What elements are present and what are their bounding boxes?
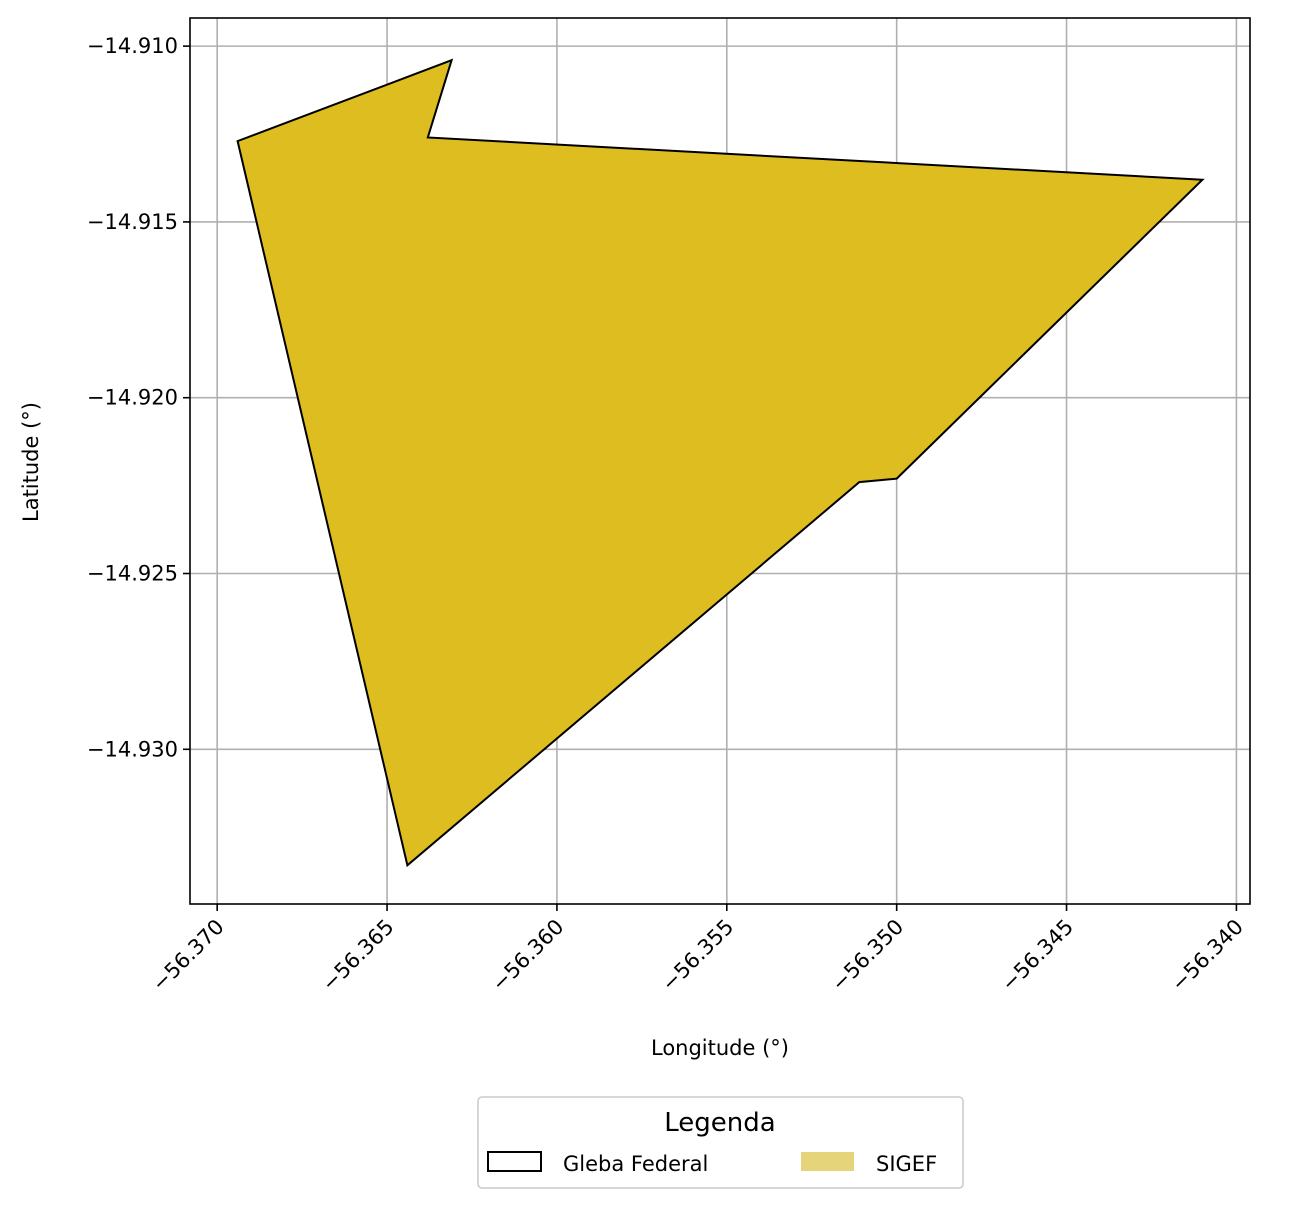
- map-layers: [236, 58, 1205, 868]
- y-axis-ticks: −14.910 −14.915 −14.920 −14.925 −14.930: [87, 34, 190, 761]
- legend-label-sigef: SIGEF: [876, 1152, 937, 1176]
- legend-title: Legenda: [664, 1108, 775, 1138]
- y-axis-label: Latitude (°): [19, 402, 43, 522]
- legend-swatch-sigef: [801, 1152, 854, 1171]
- y-tick-label: −14.910: [87, 34, 178, 58]
- x-axis-label: Longitude (°): [651, 1036, 789, 1060]
- axes-frame: [189, 17, 1251, 905]
- y-tick-label: −14.915: [87, 210, 178, 234]
- y-tick-label: −14.920: [87, 386, 178, 410]
- legend-label-gleba-federal: Gleba Federal: [563, 1152, 708, 1176]
- legend-swatch-gleba-federal: [487, 1151, 542, 1172]
- y-tick-label: −14.930: [87, 737, 178, 761]
- y-tick-label: −14.925: [87, 562, 178, 586]
- legend: Legenda Gleba Federal SIGEF: [477, 1096, 964, 1189]
- sigef-polygon: [236, 58, 1205, 868]
